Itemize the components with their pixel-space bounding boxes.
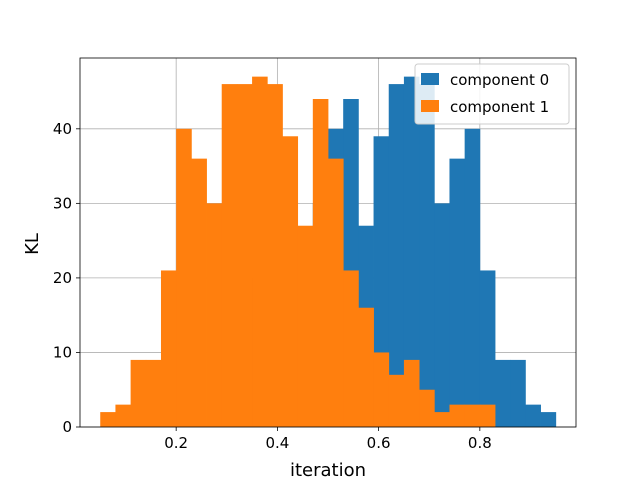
y-tick-label: 20: [53, 269, 72, 287]
y-tick-label: 40: [53, 120, 72, 138]
bar-component-1: [358, 307, 374, 427]
bar-component-1: [267, 84, 283, 427]
legend-label-component-0: component 0: [450, 71, 549, 89]
bar-component-0: [510, 359, 526, 427]
bar-component-1: [252, 76, 268, 428]
bar-component-1: [449, 404, 466, 427]
bar-component-1: [464, 404, 481, 427]
bar-component-1: [328, 158, 344, 428]
legend-swatch-component-0: [421, 73, 439, 85]
bar-component-1: [221, 84, 238, 427]
x-tick-label: 0.8: [468, 434, 492, 452]
bar-component-1: [282, 136, 299, 428]
legend-swatch-component-1: [421, 100, 439, 112]
bar-component-1: [419, 389, 435, 427]
bar-component-1: [312, 99, 329, 427]
y-axis-ticks: 0 10 20 30 40: [53, 120, 80, 436]
x-axis-ticks: 0.2 0.4 0.6 0.8: [164, 427, 492, 452]
bar-component-1: [160, 270, 177, 427]
y-axis-label: KL: [22, 233, 43, 255]
legend: component 0 component 1: [414, 63, 570, 125]
bar-component-1: [479, 404, 496, 427]
x-tick-label: 0.6: [367, 434, 391, 452]
bar-component-1: [115, 404, 132, 427]
bar-component-1: [176, 128, 192, 427]
y-tick-label: 30: [53, 194, 72, 212]
legend-label-component-1: component 1: [450, 98, 549, 116]
bar-component-1: [130, 359, 147, 427]
bar-component-0: [464, 128, 481, 427]
bar-component-1: [343, 270, 359, 427]
bar-component-1: [403, 359, 420, 427]
legend-box: [414, 63, 570, 125]
bar-component-0: [525, 404, 541, 427]
bar-component-1: [434, 412, 450, 427]
bar-component-0: [495, 359, 511, 427]
bar-component-1: [145, 359, 162, 427]
x-tick-label: 0.2: [164, 434, 188, 452]
x-axis-label: iteration: [290, 460, 366, 480]
bar-component-0: [388, 84, 405, 427]
y-tick-label: 0: [62, 418, 72, 436]
y-tick-label: 10: [53, 343, 72, 361]
bar-component-0: [540, 412, 557, 427]
bar-component-1: [236, 84, 253, 427]
bar-component-0: [434, 203, 450, 427]
bar-component-1: [206, 203, 223, 427]
bar-component-1: [373, 352, 390, 427]
bar-component-1: [191, 158, 207, 428]
series-component-1-bars: [100, 76, 496, 428]
plot-frame: [79, 57, 577, 428]
bar-component-0: [449, 158, 466, 428]
bar-component-0: [419, 84, 435, 427]
bar-component-0: [479, 270, 496, 427]
bar-component-1: [388, 374, 405, 427]
x-tick-label: 0.4: [265, 434, 289, 452]
bar-component-1: [297, 225, 314, 427]
bar-component-0: [403, 76, 420, 428]
bar-component-1: [100, 412, 116, 427]
